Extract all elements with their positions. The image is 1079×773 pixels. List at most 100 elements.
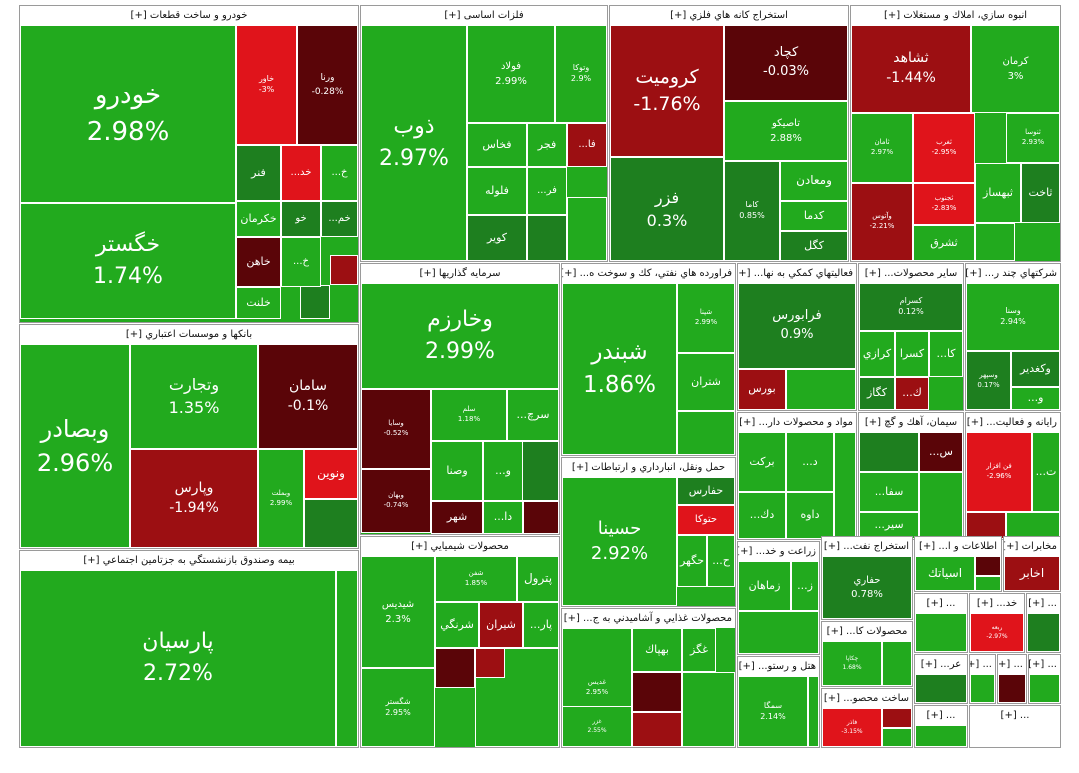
stock-tile[interactable]: وسايا -0.52% [361, 389, 431, 469]
minor-stock-cell[interactable] [882, 708, 912, 728]
stock-tile[interactable]: غگز [682, 628, 716, 672]
minor-stock-cell[interactable] [330, 255, 358, 285]
stock-tile[interactable]: ك... [895, 377, 929, 410]
stock-tile[interactable]: پارسيان 2.72% [20, 570, 336, 747]
stock-tile[interactable]: داوه [786, 492, 834, 539]
stock-tile[interactable]: خ... [321, 145, 358, 201]
stock-tile[interactable]: س... [919, 432, 963, 472]
minor-stock-cell[interactable] [915, 674, 967, 703]
stock-tile[interactable]: شبندر 1.86% [562, 283, 677, 455]
sector-title[interactable]: ... [+] [915, 594, 967, 613]
stock-tile[interactable]: تاصيكو 2.88% [724, 101, 848, 161]
stock-tile[interactable]: فولاد 2.99% [467, 25, 555, 123]
stock-tile[interactable]: خودرو 2.98% [20, 25, 236, 203]
stock-tile[interactable]: ثنوسا 2.93% [1006, 113, 1060, 163]
stock-tile[interactable]: وتجارت 1.35% [130, 344, 258, 449]
sector-title[interactable]: ... [+] [1027, 594, 1060, 613]
sector-title[interactable]: هتل و رستو... [+] [738, 657, 819, 676]
sector-title[interactable]: ... [+] [970, 706, 1060, 725]
stock-tile[interactable]: فجر [527, 123, 567, 167]
sector-title[interactable]: ... [+] [970, 655, 995, 674]
stock-tile[interactable]: ربعه -2.97% [970, 613, 1024, 652]
stock-tile[interactable]: اسياتك [915, 556, 975, 591]
sector-title[interactable]: محصولات كا... [+] [822, 622, 912, 641]
minor-stock-cell[interactable] [738, 611, 819, 654]
stock-tile[interactable]: فرابورس 0.9% [738, 283, 856, 369]
stock-tile[interactable]: حفارس [677, 477, 735, 505]
stock-tile[interactable]: ورنا -0.28% [297, 25, 358, 145]
stock-tile[interactable]: فاذر -3.15% [822, 708, 882, 747]
sector-title[interactable]: شركتهاي چند ر... [+] [966, 264, 1060, 283]
stock-tile[interactable]: فا... [567, 123, 607, 167]
stock-tile[interactable]: كسرا [895, 331, 929, 377]
stock-tile[interactable]: سمگا 2.14% [738, 676, 808, 747]
sector-title[interactable]: اطلاعات و ا... [+] [915, 537, 1001, 556]
stock-tile[interactable]: بهپاك [632, 628, 682, 672]
minor-stock-cell[interactable] [882, 728, 912, 747]
stock-tile[interactable]: سرچ... [507, 389, 559, 441]
stock-tile[interactable]: ومعادن [780, 161, 848, 201]
sector-title[interactable]: بيمه وصندوق بازنشستگي به جزتامين اجتماعي… [20, 551, 358, 570]
sector-title[interactable]: حمل ونقل، انبارداري و ارتباطات [+] [562, 458, 735, 477]
stock-tile[interactable]: فزر 0.3% [610, 157, 724, 261]
stock-tile[interactable]: سامان -0.1% [258, 344, 358, 449]
stock-tile[interactable]: شتران [677, 353, 735, 411]
minor-stock-cell[interactable] [677, 411, 735, 455]
stock-tile[interactable]: كرمان 3% [971, 25, 1060, 113]
minor-stock-cell[interactable] [435, 648, 475, 688]
stock-tile[interactable]: فلوله [467, 167, 527, 215]
stock-tile[interactable]: ثامان 2.97% [851, 113, 913, 183]
stock-tile[interactable]: شيران [479, 602, 523, 648]
minor-stock-cell[interactable] [523, 501, 559, 534]
stock-tile[interactable]: شيديس 2.3% [361, 556, 435, 668]
minor-stock-cell[interactable] [336, 570, 358, 747]
stock-tile[interactable]: بورس [738, 369, 786, 410]
sector-title[interactable]: استخراج كانه هاي فلزي [+] [610, 6, 848, 25]
stock-tile[interactable]: ثجنوب -2.83% [913, 183, 975, 225]
stock-tile[interactable]: وسنا 2.94% [966, 283, 1060, 351]
stock-tile[interactable]: وسپهر 0.17% [966, 351, 1011, 410]
minor-stock-cell[interactable] [808, 676, 819, 747]
sector-title[interactable]: استخراج نفت... [+] [822, 537, 912, 556]
stock-tile[interactable]: ثشرق [913, 225, 975, 261]
sector-title[interactable]: فراورده هاي نفتي، كك و سوخت ه... [+] [562, 264, 735, 283]
stock-tile[interactable]: خد... [281, 145, 321, 201]
stock-tile[interactable]: خاور -3% [236, 25, 297, 145]
stock-tile[interactable]: ز... [791, 561, 819, 611]
stock-tile[interactable]: كچاد -0.03% [724, 25, 848, 101]
stock-tile[interactable]: فنر [236, 145, 281, 201]
stock-tile[interactable]: وصنا [431, 441, 483, 501]
stock-tile[interactable]: كا... [929, 331, 963, 377]
stock-tile[interactable]: اخابر [1004, 556, 1060, 591]
stock-tile[interactable]: خاهن [236, 237, 281, 287]
minor-stock-cell[interactable] [975, 576, 1001, 591]
stock-tile[interactable]: و... [1011, 387, 1060, 410]
minor-stock-cell[interactable] [527, 215, 567, 261]
minor-stock-cell[interactable] [859, 432, 919, 472]
minor-stock-cell[interactable] [975, 556, 1001, 576]
minor-stock-cell[interactable] [919, 472, 963, 539]
sector-title[interactable]: محصولات شيميايي [+] [361, 537, 559, 556]
stock-tile[interactable]: فن افزار -2.96% [966, 432, 1032, 512]
stock-tile[interactable]: وكغدير [1011, 351, 1060, 387]
stock-tile[interactable]: شرنگي [435, 602, 479, 648]
stock-tile[interactable]: وبصادر 2.96% [20, 344, 130, 548]
stock-tile[interactable]: كرازي [859, 331, 895, 377]
stock-tile[interactable]: وبهان -0.74% [361, 469, 431, 533]
minor-stock-cell[interactable] [567, 197, 607, 261]
stock-tile[interactable]: كاما 0.85% [724, 161, 780, 261]
minor-stock-cell[interactable] [786, 369, 856, 410]
stock-tile[interactable]: سير... [859, 512, 919, 539]
stock-tile[interactable]: چكاپا 1.68% [822, 641, 882, 686]
stock-tile[interactable]: كگاز [859, 377, 895, 410]
stock-tile[interactable]: كوير [467, 215, 527, 261]
stock-tile[interactable]: شهر [431, 501, 483, 534]
stock-tile[interactable]: فر... [527, 167, 567, 215]
sector-title[interactable]: سرمايه گذاريها [+] [361, 264, 559, 283]
minor-stock-cell[interactable] [970, 725, 1060, 747]
stock-tile[interactable]: خكرمان [236, 201, 281, 237]
stock-tile[interactable]: كدما [780, 201, 848, 231]
sector-title[interactable]: انبوه سازي، املاك و مستغلات [+] [851, 6, 1060, 25]
minor-stock-cell[interactable] [1027, 613, 1060, 652]
minor-stock-cell[interactable] [882, 641, 912, 686]
